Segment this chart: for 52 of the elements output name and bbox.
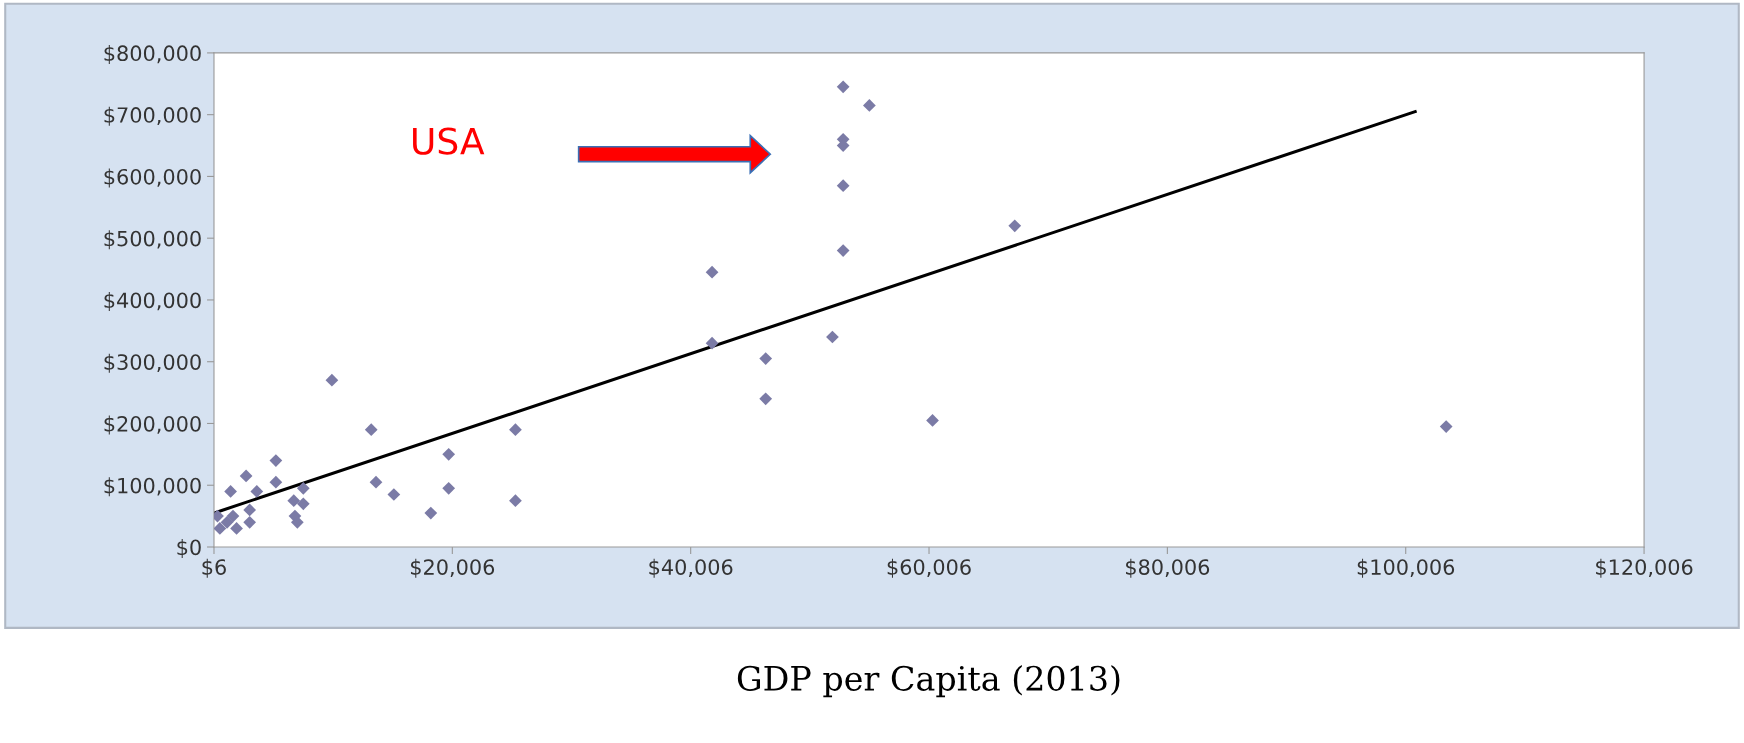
x-tick-label: $40,006 — [649, 558, 733, 578]
x-tick-label: $60,006 — [887, 558, 971, 578]
point — [239, 469, 253, 483]
annotation: USA — [413, 127, 485, 155]
y-tick-label: $700,000 — [104, 106, 201, 126]
point — [863, 99, 876, 112]
point — [926, 414, 939, 427]
point — [442, 447, 456, 461]
point — [224, 485, 237, 498]
point — [836, 179, 850, 193]
y-tick-label: $500,000 — [104, 230, 201, 250]
point — [442, 481, 456, 495]
point — [325, 373, 339, 387]
point — [269, 454, 283, 467]
point — [230, 522, 243, 535]
x-axis-title: GDP per Capita (2013) — [737, 665, 1120, 698]
point — [1008, 219, 1022, 233]
point — [369, 475, 383, 489]
x-tick-label: $120,006 — [1596, 558, 1693, 578]
y-tick-label: $400,000 — [104, 292, 201, 311]
point — [759, 352, 773, 365]
point — [387, 488, 401, 501]
y-tick-label: $800,000 — [104, 44, 201, 64]
point — [705, 336, 719, 350]
point — [836, 80, 850, 94]
point — [226, 509, 240, 523]
point — [296, 497, 310, 511]
x-tick-label: $20,006 — [410, 558, 495, 578]
point — [243, 503, 257, 517]
point — [364, 423, 378, 437]
point — [296, 481, 310, 495]
x-tick-label: $80,006 — [1126, 558, 1210, 578]
point — [509, 494, 522, 508]
point — [759, 392, 773, 406]
point — [250, 485, 264, 498]
y-tick-label: $300,000 — [104, 353, 201, 373]
point — [220, 515, 234, 529]
point — [424, 506, 438, 520]
y-tick-label: $100,000 — [104, 477, 201, 497]
point — [1439, 420, 1453, 433]
point — [243, 515, 257, 529]
point — [509, 423, 522, 437]
x-tick-label: $100,006 — [1357, 558, 1455, 578]
point — [836, 244, 850, 257]
point — [213, 522, 227, 535]
point — [269, 475, 283, 489]
point — [705, 265, 719, 279]
y-tick-label: $600,000 — [104, 168, 201, 188]
point — [287, 494, 301, 508]
y-tick-label: $0 — [177, 539, 201, 558]
x-tick-label: $6 — [202, 558, 226, 578]
y-tick-label: $200,000 — [104, 415, 201, 435]
